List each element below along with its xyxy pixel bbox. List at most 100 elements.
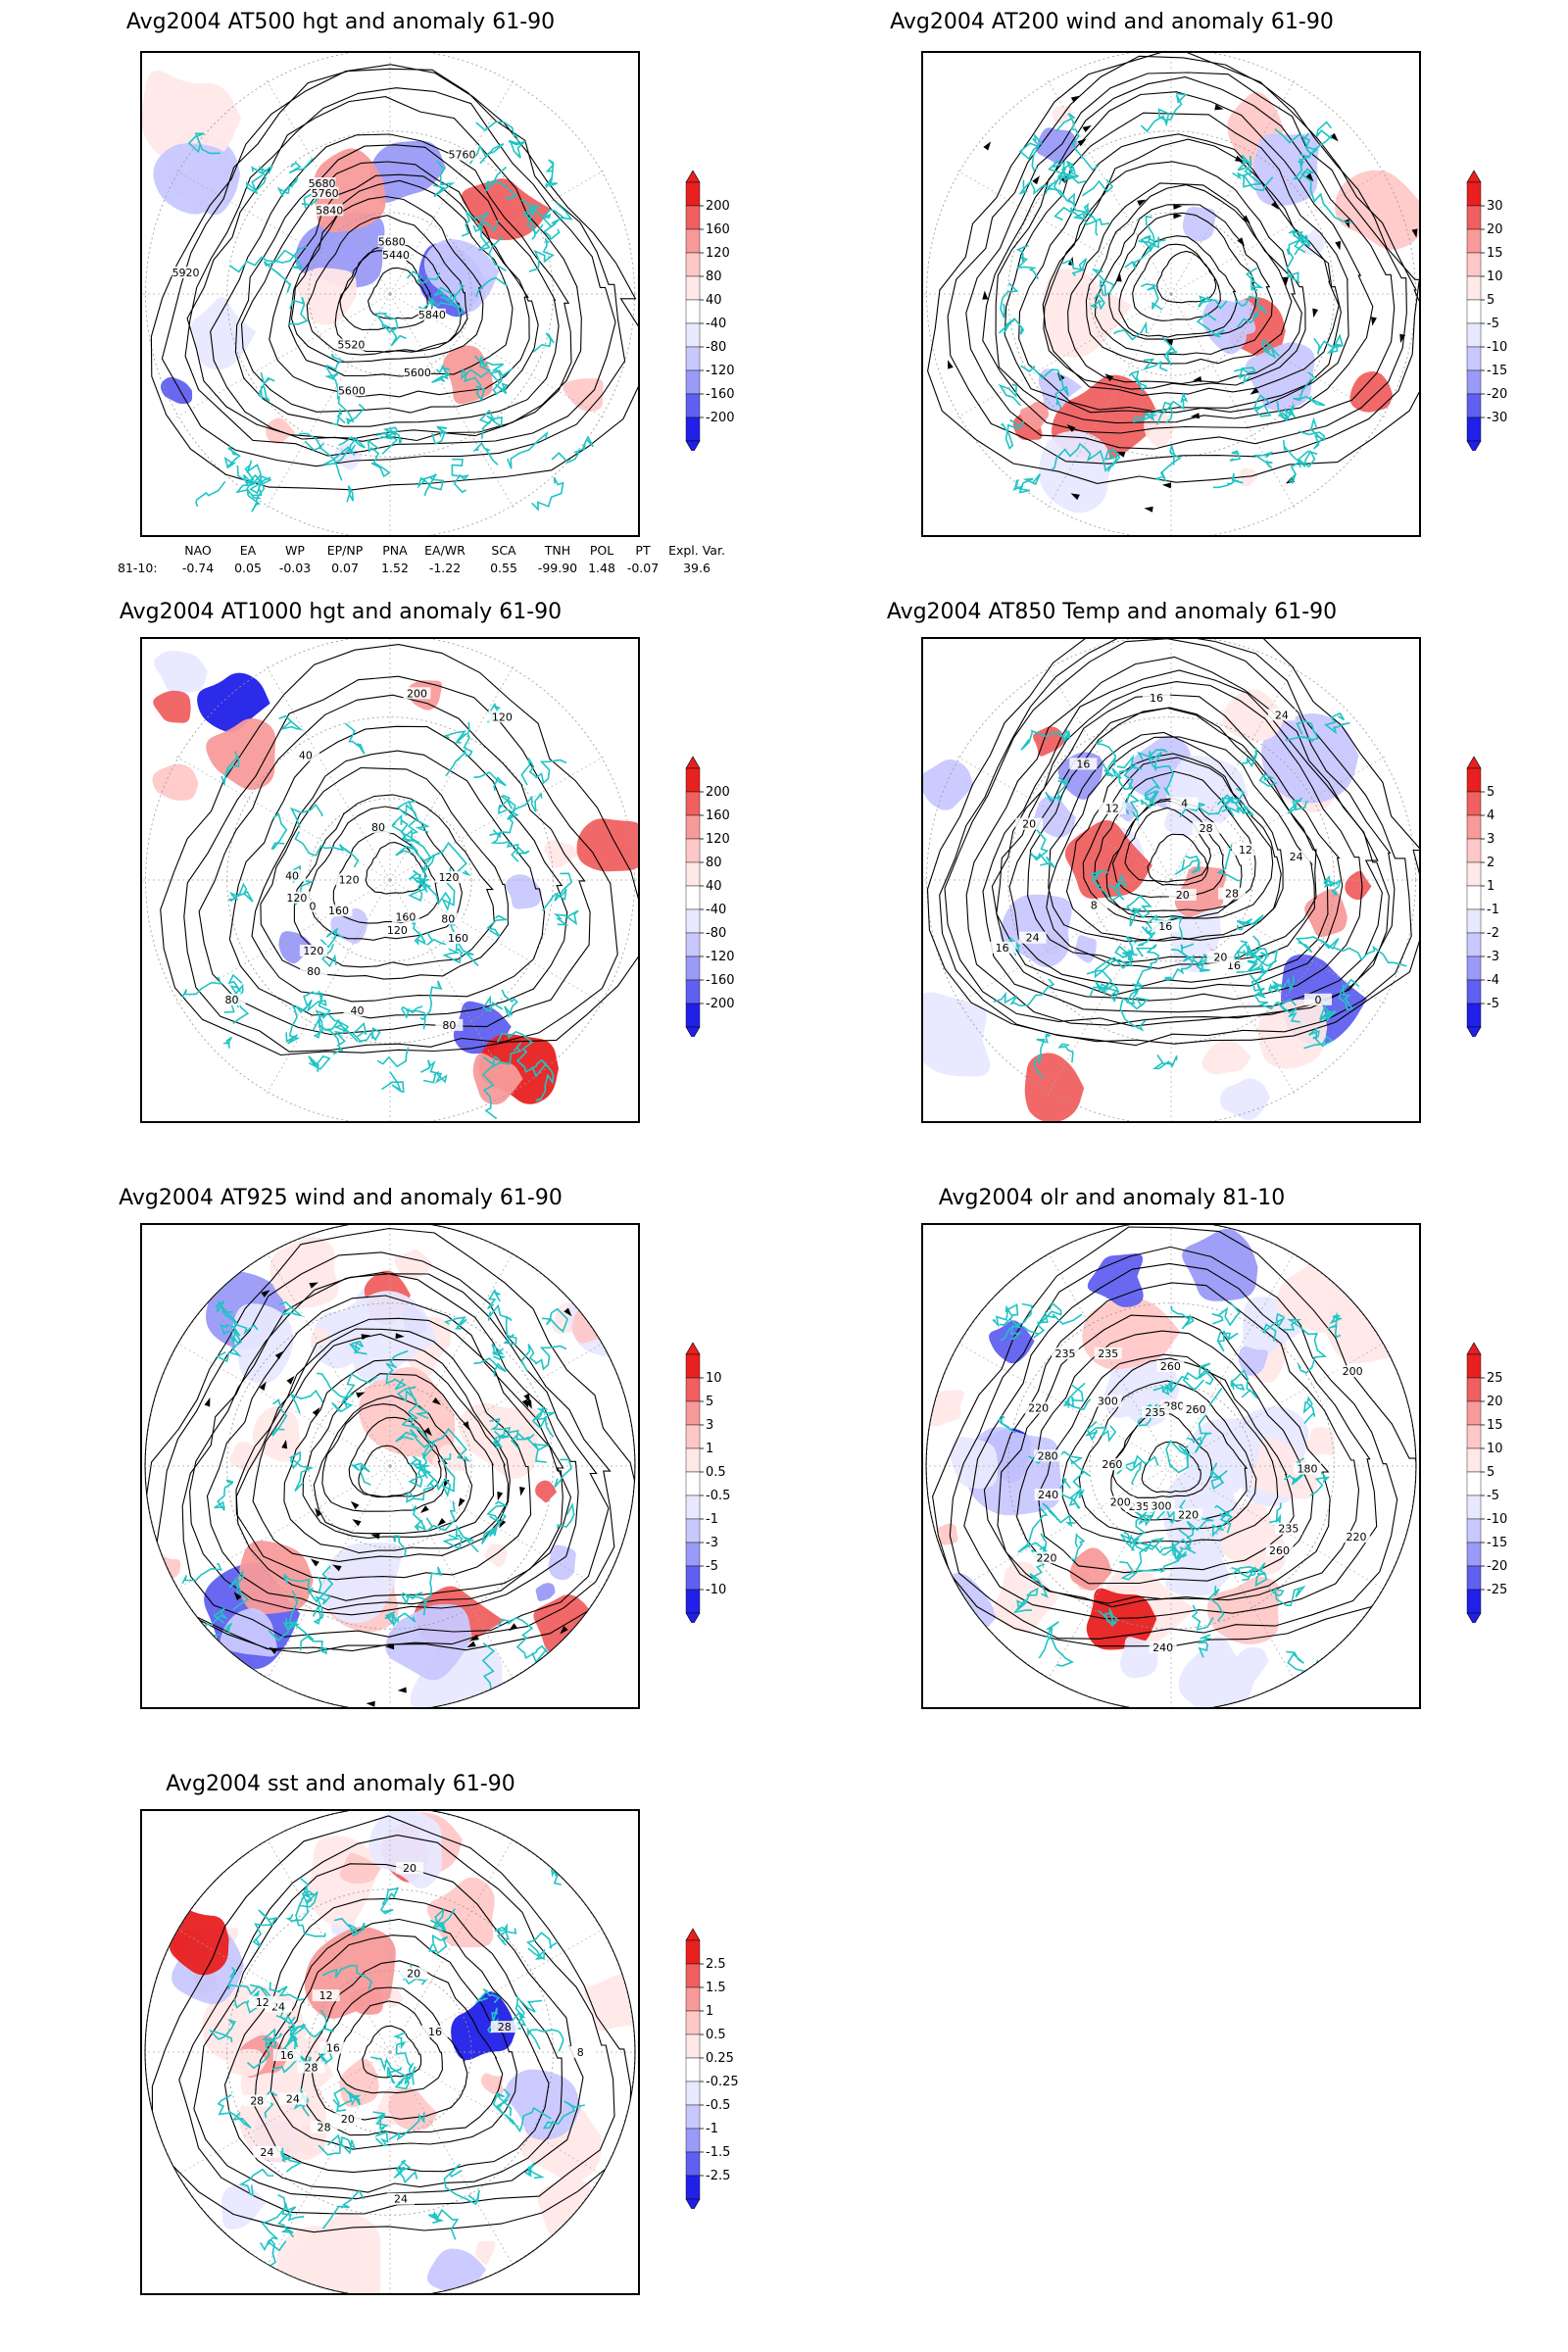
wind-arrow (204, 1397, 211, 1407)
negative-anomaly-region (188, 1256, 204, 1276)
map-frame: 280 235 220 200 235 240 260 180 235 220 260 300 235 2… (921, 1223, 1421, 1709)
contour-label-bg (420, 2025, 449, 2037)
coastline-segment (380, 1071, 405, 1094)
contour-label-bg (1098, 1458, 1126, 1471)
contour-line (198, 694, 591, 1036)
colorbar-swatch (685, 861, 701, 887)
contour-line (982, 76, 1396, 434)
coastline-segment (222, 1622, 233, 1635)
colorbar-swatch (685, 1963, 701, 1988)
coastline-segment (1196, 313, 1225, 338)
contour-label: 200 (1110, 1496, 1131, 1509)
contour-label-bg (1018, 931, 1047, 944)
contour-label-bg (1170, 797, 1199, 809)
coastline-segment (239, 2168, 274, 2197)
contour-label-bg (248, 1995, 276, 2008)
contour-line (932, 1226, 1416, 1647)
coastline-segment (1316, 999, 1337, 1023)
colorbar-label: 80 (706, 270, 722, 284)
colorbar-swatch (1466, 416, 1482, 442)
colorbar-swatch (1466, 181, 1482, 207)
positive-anomaly-region (1069, 1547, 1112, 1592)
coastline-segment (1229, 450, 1242, 462)
coastline-segment (482, 995, 504, 1013)
coastline-segment (1230, 1369, 1258, 1399)
colorbar-swatch (685, 1447, 701, 1473)
index-value: -0.07 (626, 560, 660, 575)
colorbar-label: 25 (1487, 1371, 1503, 1386)
coastline-segment (531, 1405, 555, 1438)
contour-label: 235 (1145, 1406, 1165, 1419)
coastline-segment (229, 256, 292, 293)
meridian-line (389, 2051, 605, 2177)
contour-line (996, 694, 1344, 997)
contour-line (1082, 757, 1274, 923)
colorbar-label: 160 (706, 808, 730, 823)
panel-title: Avg2004 AT200 wind and anomaly 61-90 (890, 10, 1334, 34)
positive-anomaly-region (142, 71, 241, 171)
coastline-segment (432, 160, 455, 198)
coastline-segment (1029, 826, 1055, 868)
contour-line (1043, 161, 1306, 390)
contour-line (189, 1271, 579, 1616)
colorbar-swatch (685, 1518, 701, 1544)
positive-anomaly-region (563, 378, 604, 412)
coastline-segment (520, 199, 544, 235)
contour-label: 16 (1150, 692, 1163, 705)
meridian-line (389, 2051, 514, 2267)
coastline-segment (408, 1452, 429, 1471)
colorbar-swatch (1466, 346, 1482, 371)
coastline-segment (1062, 1382, 1086, 1408)
contour-label: 20 (1022, 818, 1036, 831)
coastline-segment (299, 1877, 316, 1905)
coastline-segment (331, 1372, 378, 1413)
coastline-segment (1133, 944, 1160, 996)
coastline-segment (489, 832, 530, 862)
coastline-segment (1252, 394, 1272, 417)
contour-line (270, 1935, 517, 2150)
polar-map: 1201608012080401601208040120800120200160… (143, 639, 638, 1121)
latitude-circle (145, 1811, 635, 2293)
coastline-segment (1037, 1301, 1062, 1327)
contour-label-bg (316, 204, 344, 217)
coastline-segment (411, 919, 427, 946)
wind-arrow (1144, 506, 1153, 513)
wind-arrow (521, 1398, 529, 1409)
colorbar-swatch (1466, 908, 1482, 934)
coastline-segment (481, 1056, 498, 1120)
negative-anomaly-region (923, 760, 974, 810)
contour-line (150, 64, 638, 491)
coastline-segment (278, 714, 304, 731)
coastline-segment (1268, 1585, 1306, 1606)
coastline-segment (431, 425, 449, 445)
coastline-segment (489, 1418, 530, 1448)
contour-label-bg (435, 1018, 464, 1031)
polar-map (144, 1225, 636, 1707)
contour-label-bg (1034, 1489, 1062, 1501)
coastline-segment (317, 1372, 355, 1408)
colorbar-label: 40 (706, 293, 722, 308)
coastline-segment (1022, 1313, 1083, 1339)
contour-label: 12 (319, 1989, 333, 2002)
coastline-segment (1240, 747, 1258, 767)
colorbar-label: 160 (706, 222, 730, 237)
contour-label: 5600 (404, 367, 431, 379)
positive-anomaly-region (1201, 1039, 1251, 1075)
coastline-segment (319, 927, 345, 949)
coastline-segment (472, 441, 499, 466)
contour-label-bg (337, 338, 366, 351)
contour-line (235, 1328, 532, 1581)
coastline-segment (312, 1576, 332, 1625)
wind-arrow (463, 1421, 470, 1431)
coastline-segment (473, 771, 507, 791)
coastline-segment (220, 751, 240, 787)
index-value: 0.07 (331, 560, 359, 575)
coastline-segment (195, 480, 226, 508)
contour-label: 4 (1181, 797, 1188, 809)
negative-anomaly-region (1120, 1637, 1158, 1679)
index-header: EA (239, 542, 257, 558)
negative-anomaly-region (426, 2248, 487, 2292)
contour-line (997, 1314, 1331, 1604)
contour-label-bg (1142, 691, 1170, 704)
contour-line (926, 639, 1419, 1045)
